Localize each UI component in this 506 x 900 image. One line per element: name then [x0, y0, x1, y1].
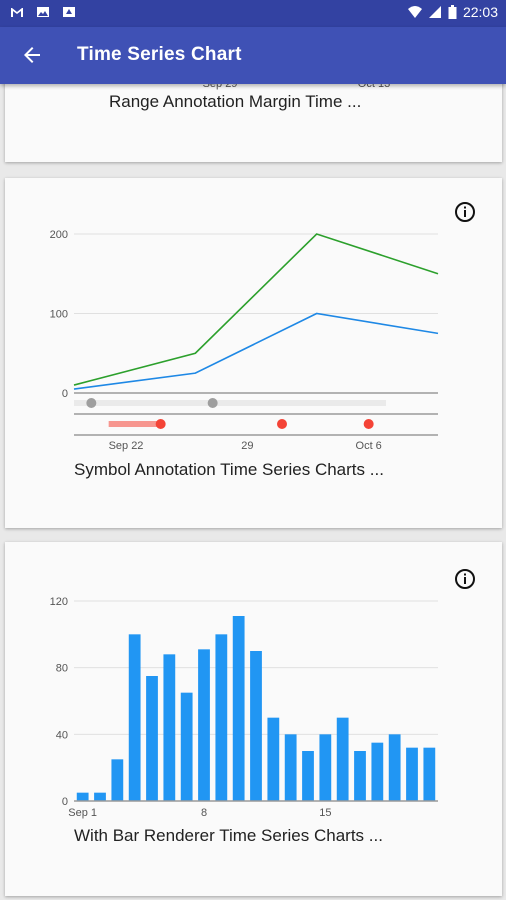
info-icon[interactable]: [453, 200, 477, 224]
bar: [94, 792, 106, 801]
y-tick-label: 40: [56, 729, 68, 741]
bar: [198, 649, 210, 801]
wifi-icon: [407, 6, 422, 18]
x-tick-label: Sep 22: [109, 440, 144, 452]
bar: [250, 651, 262, 801]
bar: [354, 751, 366, 801]
line-chart: 0 100 200 Sep 22 29 Oct 6: [50, 229, 439, 452]
x-tick-label: 29: [241, 440, 253, 452]
annotation-symbol: [363, 419, 374, 429]
annotation-symbol: [277, 419, 287, 429]
status-time: 22:03: [462, 4, 498, 20]
bar: [284, 734, 297, 801]
bar: [146, 676, 158, 801]
x-tick-label: Sep 1: [68, 807, 97, 819]
bar: [406, 747, 418, 801]
bar: [336, 717, 349, 801]
app-bar: Time Series Chart: [0, 27, 506, 84]
bar: [267, 717, 280, 801]
y-tick-label: 200: [50, 229, 68, 241]
x-tick-label: Oct 6: [356, 440, 382, 452]
y-tick-label: 0: [62, 796, 68, 808]
battery-icon: [448, 5, 457, 19]
y-tick-label: 100: [50, 309, 68, 321]
news-icon: [63, 7, 75, 17]
annotation-symbol: [86, 398, 97, 408]
gmail-icon: [11, 8, 23, 17]
annotation-range: [74, 400, 386, 406]
bar: [215, 634, 228, 801]
y-tick-label: 80: [56, 663, 68, 675]
chart-card-bar-renderer[interactable]: 0 40 80 120 Sep 1 8 15 With Bar Renderer Time …: [5, 542, 502, 896]
signal-icon: [428, 6, 441, 18]
y-tick-label: 0: [62, 388, 68, 400]
bar: [232, 616, 245, 801]
bar: [111, 759, 124, 801]
series-line: [73, 312, 439, 390]
series-line: [73, 233, 439, 386]
chart-card-symbol-annotation[interactable]: 0 100 200 Sep 22 29 Oct 6 Symbol Annotation T…: [5, 178, 502, 528]
info-icon[interactable]: [453, 567, 477, 591]
bar: [302, 751, 314, 801]
bar: [163, 654, 176, 801]
arrow-back-icon[interactable]: [20, 43, 44, 67]
status-bar: 22:03: [0, 0, 506, 27]
x-tick-label: 8: [201, 807, 207, 819]
bar: [128, 634, 141, 801]
x-tick-label: 15: [319, 807, 331, 819]
y-tick-label: 120: [50, 596, 68, 608]
card-title: Symbol Annotation Time Series Charts ...: [74, 460, 384, 479]
bar: [371, 742, 384, 801]
page-title: Time Series Chart: [77, 44, 242, 65]
bar-chart: 0 40 80 120 Sep 1 8 15: [50, 596, 438, 819]
image-icon: [37, 7, 49, 17]
annotation-symbol: [207, 398, 218, 408]
annotation-range: [108, 421, 161, 427]
bar: [180, 692, 193, 801]
bar: [388, 734, 401, 801]
bar: [76, 792, 89, 801]
card-title: Range Annotation Margin Time ...: [109, 92, 362, 111]
card-title: With Bar Renderer Time Series Charts ...: [74, 826, 383, 845]
bar: [319, 734, 332, 801]
bar: [423, 747, 436, 801]
annotation-symbol: [155, 419, 166, 429]
